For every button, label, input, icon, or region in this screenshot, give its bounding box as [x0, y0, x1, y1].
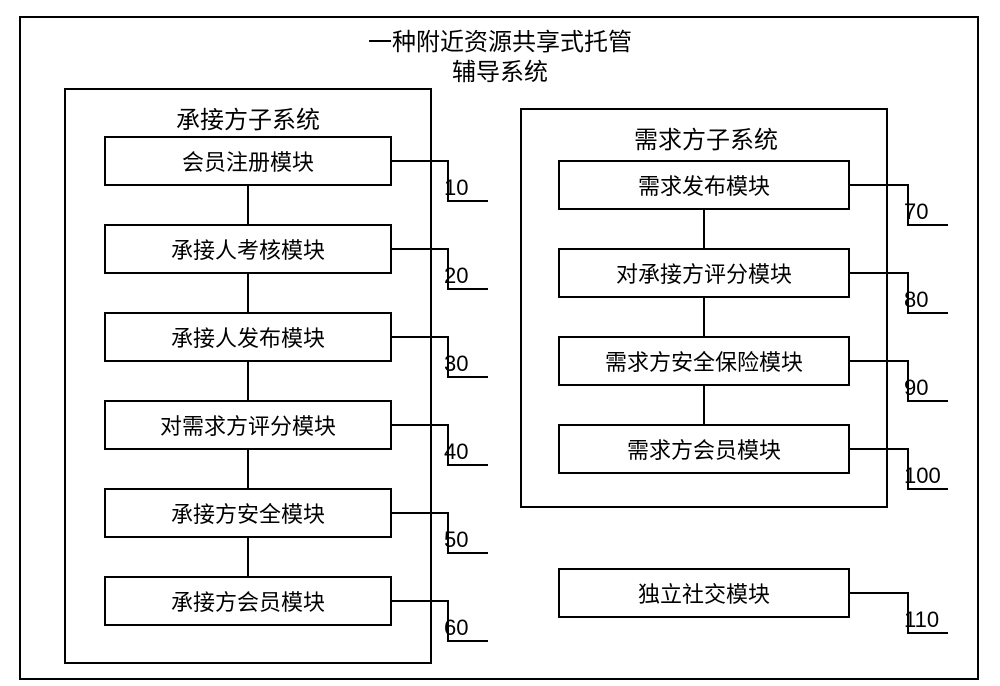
- left-callout-0: 10: [444, 175, 468, 201]
- left-leader-1-h1: [392, 248, 448, 250]
- independent-module-label: 独立社交模块: [638, 577, 770, 609]
- left-connector-3: [247, 450, 249, 488]
- right-callout-2: 90: [904, 375, 928, 401]
- right-module-1: 对承接方评分模块: [558, 248, 850, 298]
- right-leader-3-h1: [850, 448, 908, 450]
- left-module-5-label: 承接方会员模块: [171, 585, 325, 617]
- left-leader-5-h1: [392, 600, 448, 602]
- right-leader-2-h1: [850, 360, 908, 362]
- right-module-2: 需求方安全保险模块: [558, 336, 850, 386]
- left-module-1: 承接人考核模块: [104, 224, 392, 274]
- left-leader-4-h1: [392, 512, 448, 514]
- left-module-0-label: 会员注册模块: [182, 145, 314, 177]
- right-module-3-label: 需求方会员模块: [627, 433, 781, 465]
- right-leader-1-h1: [850, 272, 908, 274]
- left-subsystem-title: 承接方子系统: [176, 100, 320, 135]
- left-module-4: 承接方安全模块: [104, 488, 392, 538]
- diagram-title-line2: 辅导系统: [0, 52, 1000, 87]
- left-connector-0: [247, 186, 249, 224]
- diagram-stage: 一种附近资源共享式托管 辅导系统 承接方子系统 会员注册模块10承接人考核模块2…: [0, 0, 1000, 686]
- left-module-0: 会员注册模块: [104, 136, 392, 186]
- indep-leader-h1: [850, 592, 908, 594]
- indep-callout: 110: [904, 607, 939, 633]
- left-module-2: 承接人发布模块: [104, 312, 392, 362]
- left-callout-5: 60: [444, 615, 468, 641]
- right-callout-3: 100: [904, 463, 941, 489]
- right-connector-2: [703, 386, 705, 424]
- right-callout-1: 80: [904, 287, 928, 313]
- left-callout-4: 50: [444, 527, 468, 553]
- right-connector-0: [703, 210, 705, 248]
- independent-module: 独立社交模块: [558, 568, 850, 618]
- right-module-0: 需求发布模块: [558, 160, 850, 210]
- left-module-3-label: 对需求方评分模块: [160, 409, 336, 441]
- right-callout-0: 70: [904, 199, 928, 225]
- left-connector-2: [247, 362, 249, 400]
- left-leader-3-h1: [392, 424, 448, 426]
- right-module-1-label: 对承接方评分模块: [616, 257, 792, 289]
- right-connector-1: [703, 298, 705, 336]
- left-module-4-label: 承接方安全模块: [171, 497, 325, 529]
- left-module-5: 承接方会员模块: [104, 576, 392, 626]
- right-module-3: 需求方会员模块: [558, 424, 850, 474]
- left-leader-0-h1: [392, 160, 448, 162]
- left-connector-1: [247, 274, 249, 312]
- left-callout-3: 40: [444, 439, 468, 465]
- left-module-3: 对需求方评分模块: [104, 400, 392, 450]
- right-leader-0-h1: [850, 184, 908, 186]
- right-subsystem-title: 需求方子系统: [634, 120, 778, 155]
- left-callout-2: 30: [444, 351, 468, 377]
- right-module-0-label: 需求发布模块: [638, 169, 770, 201]
- left-module-2-label: 承接人发布模块: [171, 321, 325, 353]
- right-module-2-label: 需求方安全保险模块: [605, 345, 803, 377]
- left-module-1-label: 承接人考核模块: [171, 233, 325, 265]
- left-leader-2-h1: [392, 336, 448, 338]
- left-connector-4: [247, 538, 249, 576]
- left-callout-1: 20: [444, 263, 468, 289]
